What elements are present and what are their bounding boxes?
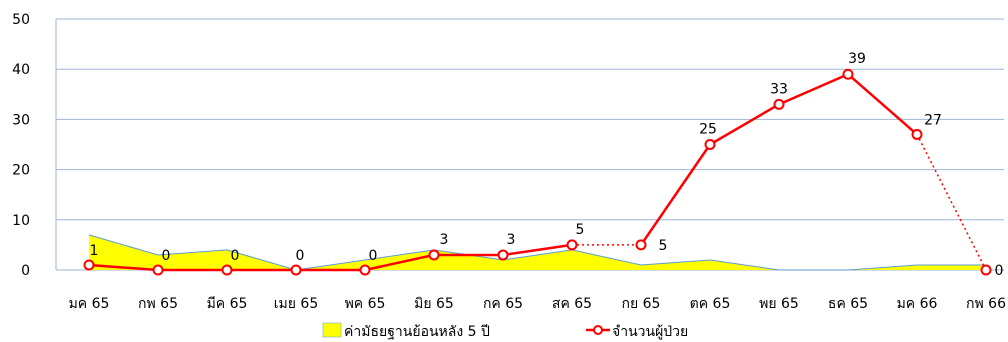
- data-label: 0: [231, 248, 240, 264]
- data-label: 3: [440, 232, 449, 248]
- x-tick-label: ตค 65: [690, 296, 731, 312]
- data-label: 0: [369, 248, 378, 264]
- data-label: 5: [659, 238, 668, 254]
- cases-point: [980, 264, 992, 276]
- data-label: 1: [90, 243, 99, 259]
- x-tick-label: พย 65: [759, 296, 799, 312]
- cases-segment: [364, 253, 435, 272]
- x-tick-label: มีค 65: [207, 296, 248, 312]
- median-area-edge: [88, 234, 986, 271]
- cases-point: [635, 239, 647, 251]
- cases-segment: [778, 73, 849, 106]
- data-label: 3: [507, 232, 516, 248]
- x-axis: มค 65 กพ 65 มีค 65 เมย 65 พค 65 มิย 65 กค 65 สค…: [69, 296, 1007, 312]
- y-tick-label: 50: [12, 12, 30, 28]
- cases-point: [497, 249, 509, 261]
- cases-segment: [502, 243, 573, 257]
- data-label: 0: [995, 263, 1004, 279]
- cases-segment: [639, 143, 712, 246]
- x-tick-label: มค 65: [69, 296, 110, 312]
- y-tick-label: 40: [12, 62, 30, 78]
- cases-point: [842, 68, 854, 80]
- data-label: 33: [770, 81, 788, 97]
- cases-segment: [847, 73, 918, 136]
- x-tick-label: ธค 65: [828, 296, 868, 312]
- cases-point: [359, 264, 371, 276]
- data-label: 5: [576, 222, 585, 238]
- median-area-series: [88, 234, 986, 271]
- cases-point: [773, 98, 785, 110]
- x-tick-label: พค 65: [345, 296, 386, 312]
- cases-point: [566, 239, 578, 251]
- cases-segment: [88, 263, 159, 272]
- y-tick-label: 30: [12, 112, 30, 128]
- x-tick-label: สค 65: [552, 296, 592, 312]
- x-tick-label: กย 65: [622, 296, 661, 312]
- y-tick-label: 0: [21, 263, 30, 279]
- legend-swatch-median: [322, 322, 342, 338]
- legend-swatch-cases-marker: [593, 325, 603, 335]
- legend: ค่ามัธยฐานย้อนหลัง 5 ปี จำนวนผู้ป่วย: [322, 322, 688, 340]
- y-tick-label: 10: [12, 213, 30, 229]
- cases-point: [221, 264, 233, 276]
- cases-point: [428, 249, 440, 261]
- x-tick-label: กค 65: [483, 296, 523, 312]
- cases-point: [290, 264, 302, 276]
- cases-point: [704, 139, 716, 150]
- y-axis: 0 10 20 30 40 50: [12, 12, 57, 279]
- cases-segment: [709, 103, 780, 146]
- cases-point: [911, 128, 923, 140]
- y-tick-label: 20: [12, 163, 30, 179]
- data-label: 25: [699, 122, 717, 138]
- cases-point: [83, 259, 95, 271]
- x-tick-label: กพ 65: [138, 296, 178, 312]
- data-label: 39: [848, 51, 866, 67]
- legend-label-cases: จำนวนผู้ป่วย: [612, 324, 688, 340]
- median-area: [89, 234, 986, 270]
- data-label: 0: [296, 248, 305, 264]
- legend-label-median: ค่ามัธยฐานย้อนหลัง 5 ปี: [344, 324, 490, 340]
- cases-point: [152, 264, 164, 276]
- x-tick-label: กพ 66: [966, 296, 1006, 312]
- data-label: 27: [924, 112, 942, 128]
- cases-line-series: [83, 68, 992, 276]
- cases-dotted-segment: [916, 134, 987, 271]
- data-label: 0: [162, 248, 171, 264]
- x-tick-label: เมย 65: [274, 296, 318, 312]
- x-tick-label: มค 66: [897, 296, 938, 312]
- x-tick-label: มิย 65: [414, 296, 454, 312]
